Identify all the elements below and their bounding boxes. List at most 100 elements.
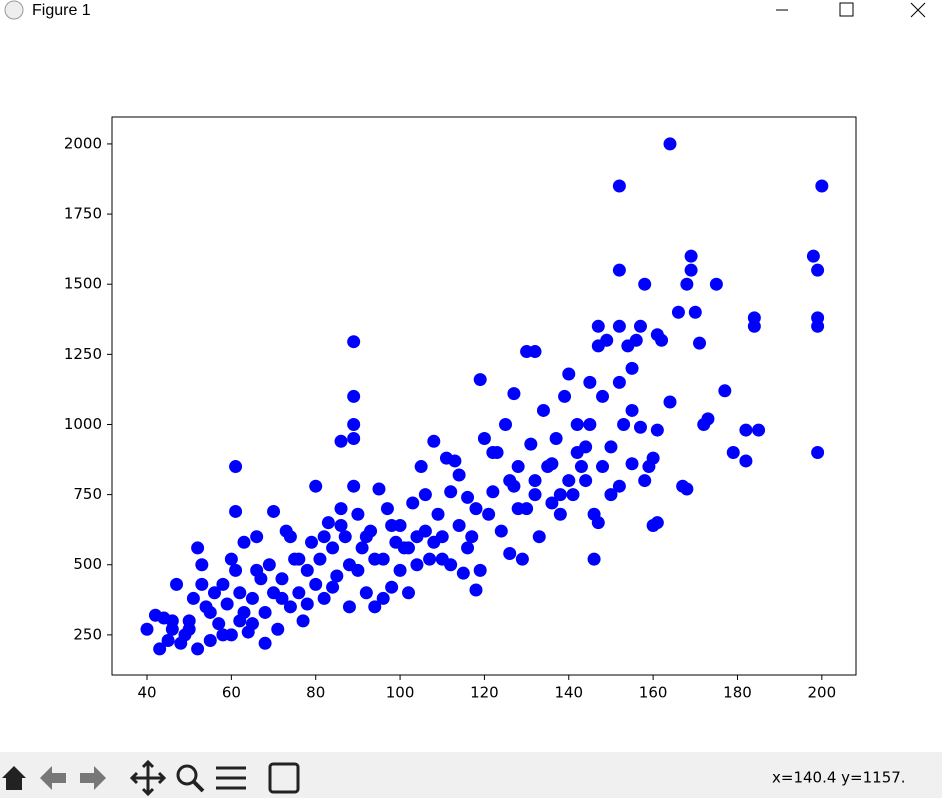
point (465, 530, 479, 544)
point (347, 417, 361, 431)
point (638, 474, 652, 488)
close-button[interactable] (910, 2, 926, 18)
point (271, 622, 285, 636)
point (650, 516, 664, 530)
point (334, 502, 348, 516)
point (545, 496, 559, 510)
point (469, 502, 483, 516)
status-text: x=140.4 y=1157. (772, 769, 906, 787)
back-button[interactable] (40, 766, 66, 790)
point (473, 373, 487, 387)
configure-button[interactable] (216, 766, 246, 790)
point (591, 516, 605, 530)
point (258, 636, 272, 650)
point (431, 507, 445, 521)
point (347, 389, 361, 403)
point (612, 375, 626, 389)
point (663, 137, 677, 151)
point (233, 614, 247, 628)
y-tick-label: 1500 (64, 275, 102, 293)
point (709, 277, 723, 291)
point (536, 403, 550, 417)
point (499, 417, 513, 431)
home-button[interactable] (2, 766, 26, 790)
x-tick-label: 80 (306, 684, 325, 702)
x-tick-label: 160 (639, 684, 668, 702)
point (309, 479, 323, 493)
point (220, 597, 234, 611)
point (596, 389, 610, 403)
point (650, 423, 664, 437)
point (811, 446, 825, 460)
point (574, 460, 588, 474)
point (612, 479, 626, 493)
point (161, 633, 175, 647)
point (558, 389, 572, 403)
point (427, 434, 441, 448)
point (283, 530, 297, 544)
point (553, 488, 567, 502)
point (304, 535, 318, 549)
point (545, 457, 559, 471)
point (423, 552, 437, 566)
point (418, 524, 432, 538)
point (368, 552, 382, 566)
point (532, 530, 546, 544)
point (216, 577, 230, 591)
point (402, 586, 416, 600)
y-tick-label: 1750 (64, 205, 102, 223)
point (326, 580, 340, 594)
point (359, 530, 373, 544)
x-tick-label: 120 (470, 684, 499, 702)
point (296, 614, 310, 628)
y-tick-label: 1250 (64, 345, 102, 363)
save-button[interactable] (268, 762, 300, 794)
x-tick-label: 140 (554, 684, 583, 702)
point (258, 605, 272, 619)
point (191, 642, 205, 656)
point (486, 485, 500, 499)
point (338, 530, 352, 544)
point (427, 535, 441, 549)
point (528, 488, 542, 502)
point (410, 558, 424, 572)
point (376, 591, 390, 605)
point (300, 597, 314, 611)
point (612, 319, 626, 333)
point (811, 263, 825, 277)
point (229, 563, 243, 577)
point (275, 572, 289, 586)
pan-button[interactable] (129, 759, 167, 797)
point (435, 552, 449, 566)
zoom-button[interactable] (176, 764, 198, 786)
point (718, 384, 732, 398)
point (153, 642, 167, 656)
point (752, 423, 766, 437)
point (638, 277, 652, 291)
point (233, 586, 247, 600)
point (347, 335, 361, 349)
point (456, 566, 470, 580)
point (229, 460, 243, 474)
point (224, 552, 238, 566)
point (625, 361, 639, 375)
plot (140, 137, 829, 656)
point (482, 507, 496, 521)
point (292, 586, 306, 600)
point (203, 605, 217, 619)
point (195, 558, 209, 572)
forward-button[interactable] (80, 766, 106, 790)
point (368, 600, 382, 614)
window-title: Figure 1 (32, 2, 91, 19)
point (275, 591, 289, 605)
point (334, 518, 348, 532)
point (165, 622, 179, 636)
point (503, 474, 517, 488)
point (688, 305, 702, 319)
point (553, 507, 567, 521)
point (583, 417, 597, 431)
point (477, 432, 491, 446)
point (330, 569, 344, 583)
maximize-button[interactable] (839, 2, 854, 17)
